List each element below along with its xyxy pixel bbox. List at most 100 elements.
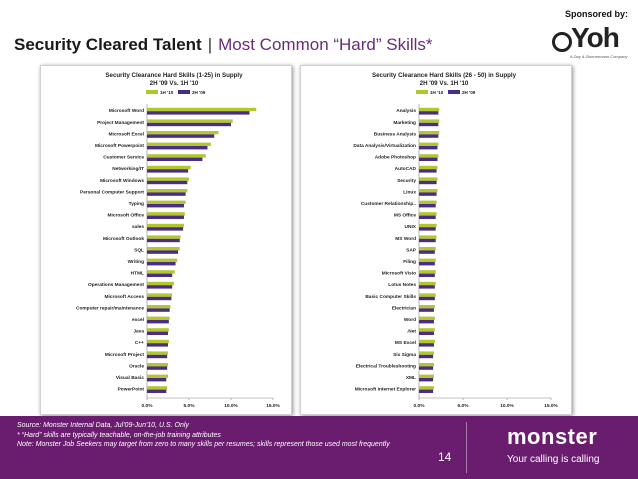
chart-subtitle: 2H '09 Vs. 1H '10 — [150, 80, 199, 87]
category-label: Linux — [403, 189, 416, 195]
category-label: MS Excel — [395, 340, 416, 346]
category-label: .Net — [407, 329, 416, 335]
bar-2h09 — [147, 285, 173, 289]
bar-2h09 — [419, 146, 438, 150]
bar-1h10 — [147, 200, 186, 204]
bar-2h09 — [147, 215, 184, 219]
category-label: MS Office — [394, 213, 416, 219]
bar-2h09 — [147, 273, 173, 277]
bar-1h10 — [147, 107, 257, 112]
bar-1h10 — [147, 270, 175, 274]
bar-1h10 — [419, 107, 440, 112]
bar-1h10 — [147, 328, 169, 332]
bar-1h10 — [147, 386, 168, 390]
x-tick-label: 5.0% — [184, 403, 196, 409]
chart-title: Security Clearance Hard Skills (26 - 50)… — [372, 72, 517, 79]
monster-slogan: Your calling is calling — [507, 454, 600, 465]
bar-1h10 — [419, 189, 438, 193]
category-label: Oracle — [129, 363, 144, 369]
category-label: Microsoft Visio — [382, 271, 416, 277]
category-label: Computer repair/maintenance — [76, 305, 144, 311]
x-tick-label: 10.0% — [500, 403, 514, 409]
bar-2h09 — [419, 320, 434, 324]
bar-1h10 — [147, 305, 171, 309]
bar-2h09 — [147, 204, 184, 208]
sponsor-label: Sponsored by: — [564, 9, 628, 19]
yoh-logo: Yoh A Day & Zimmermann Company — [552, 22, 632, 60]
category-label: Marketing — [393, 120, 416, 126]
bar-1h10 — [419, 386, 434, 390]
category-label: PowerPoint — [118, 387, 145, 393]
yoh-logo-tagline: A Day & Zimmermann Company — [570, 54, 628, 59]
chart-panel-right: Security Clearance Hard Skills (26 - 50)… — [300, 65, 572, 415]
bar-1h10 — [147, 142, 211, 146]
job-seekers-note: Note: Monster Job Seekers may target fro… — [17, 441, 390, 448]
bar-2h09 — [147, 389, 167, 393]
category-label: sales — [132, 224, 144, 230]
category-label: Microsoft Office — [107, 213, 144, 219]
category-label: Writing — [128, 259, 145, 265]
bar-2h09 — [419, 238, 436, 243]
bar-1h10 — [419, 119, 440, 123]
footer-divider — [466, 422, 467, 473]
bar-2h09 — [419, 157, 438, 161]
source-note: Source: Monster Internal Data, Jul'09-Ju… — [17, 422, 189, 429]
category-label: Analysis — [396, 108, 416, 114]
bar-2h09 — [147, 262, 176, 266]
category-label: XML — [406, 375, 416, 381]
bar-2h09 — [419, 354, 434, 359]
x-tick-label: 15.0% — [266, 403, 280, 409]
title-separator: | — [207, 35, 213, 54]
bar-1h10 — [419, 142, 439, 146]
bar-1h10 — [147, 223, 184, 228]
bar-2h09 — [419, 215, 436, 219]
legend-swatch-1 — [416, 90, 428, 94]
bar-2h09 — [419, 331, 434, 335]
category-label: Personal Computer Support — [80, 189, 144, 195]
yoh-logo-word: Yoh — [571, 22, 620, 53]
bar-2h09 — [147, 250, 179, 254]
category-label: Microsoft Excel — [109, 131, 144, 137]
bar-1h10 — [419, 281, 436, 286]
bar-1h10 — [147, 119, 233, 123]
category-label: Microsoft Outlook — [103, 236, 144, 242]
bar-2h09 — [147, 169, 189, 173]
footer-notes: Source: Monster Internal Data, Jul'09-Ju… — [17, 421, 390, 450]
bar-2h09 — [147, 180, 188, 185]
bar-1h10 — [419, 363, 434, 367]
hard-skills-note: * “Hard” skills are typically teachable,… — [17, 431, 221, 439]
category-label: Microsoft Word — [109, 108, 144, 114]
bar-2h09 — [147, 134, 215, 138]
bar-2h09 — [147, 366, 168, 370]
bar-2h09 — [419, 111, 439, 115]
category-label: Microsoft Access — [104, 294, 144, 300]
chart-title: Security Clearance Hard Skills (1-25) in… — [105, 72, 243, 79]
x-tick-label: 10.0% — [224, 403, 238, 409]
category-label: Typing — [129, 201, 144, 207]
bar-2h09 — [147, 157, 203, 161]
yoh-logo-ring-icon — [552, 32, 572, 52]
category-label: excel — [132, 317, 144, 323]
bar-2h09 — [419, 296, 435, 301]
bar-2h09 — [147, 146, 208, 150]
legend-label-2: 2H '09 — [192, 90, 206, 95]
page-number: 14 — [438, 450, 452, 464]
category-label: Project Management — [97, 120, 144, 126]
category-label: Customer Service — [103, 155, 144, 161]
bar-2h09 — [147, 354, 168, 359]
category-label: UNIX — [405, 224, 417, 230]
category-label: Filing — [403, 259, 416, 265]
category-label: Operations Management — [88, 282, 144, 288]
category-label: Lotus Notes — [388, 282, 416, 288]
bar-1h10 — [419, 165, 438, 170]
bar-1h10 — [147, 293, 173, 297]
category-label: Basic Computer Skills — [365, 294, 416, 300]
category-label: Business Analysis — [374, 131, 417, 137]
x-tick-label: 0.0% — [142, 403, 154, 409]
bar-1h10 — [147, 316, 170, 320]
chart-subtitle: 2H '09 Vs. 1H '10 — [420, 80, 469, 87]
bar-2h09 — [419, 180, 437, 185]
footer-bar: Source: Monster Internal Data, Jul'09-Ju… — [0, 416, 638, 479]
bar-1h10 — [419, 270, 436, 274]
bar-1h10 — [147, 189, 188, 193]
